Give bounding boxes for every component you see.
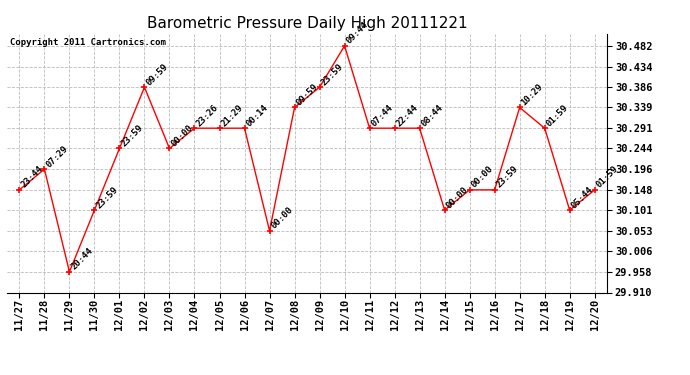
Text: 00:00: 00:00 (170, 123, 195, 148)
Text: 20:44: 20:44 (70, 246, 95, 272)
Text: 07:44: 07:44 (370, 103, 395, 128)
Text: 10:29: 10:29 (520, 82, 545, 108)
Text: 09:44: 09:44 (344, 21, 370, 46)
Text: 00:00: 00:00 (470, 165, 495, 190)
Text: 07:29: 07:29 (44, 144, 70, 169)
Text: 23:44: 23:44 (19, 165, 45, 190)
Text: Copyright 2011 Cartronics.com: Copyright 2011 Cartronics.com (10, 38, 166, 46)
Text: 05:44: 05:44 (570, 185, 595, 210)
Text: 01:59: 01:59 (595, 165, 620, 190)
Text: 09:59: 09:59 (144, 62, 170, 87)
Text: 23:59: 23:59 (495, 165, 520, 190)
Text: 09:59: 09:59 (295, 82, 320, 108)
Text: 00:00: 00:00 (444, 185, 470, 210)
Text: 23:59: 23:59 (319, 62, 345, 87)
Text: 21:29: 21:29 (219, 103, 245, 128)
Text: 00:14: 00:14 (244, 103, 270, 128)
Text: 23:26: 23:26 (195, 103, 220, 128)
Text: 22:44: 22:44 (395, 103, 420, 128)
Title: Barometric Pressure Daily High 20111221: Barometric Pressure Daily High 20111221 (147, 16, 467, 31)
Text: 01:59: 01:59 (544, 103, 570, 128)
Text: 00:00: 00:00 (270, 206, 295, 231)
Text: 08:44: 08:44 (420, 103, 445, 128)
Text: 23:59: 23:59 (119, 123, 145, 148)
Text: 23:59: 23:59 (95, 185, 120, 210)
